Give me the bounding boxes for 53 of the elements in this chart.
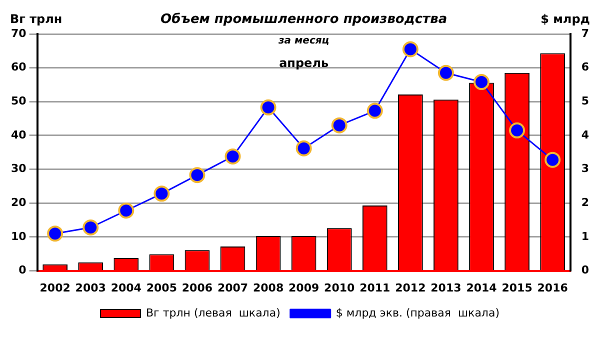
x-tick-label: 2015: [502, 281, 532, 294]
point: [366, 102, 383, 119]
legend-label: $ млрд экв. (правая шкала): [336, 306, 500, 320]
point: [544, 152, 561, 168]
x-tick-label: 2006: [182, 281, 213, 294]
chart-subtitle: за месяц: [277, 36, 330, 47]
y-tick-label: 30: [10, 162, 27, 176]
y-tick-label: 0: [18, 264, 27, 277]
x-tick-label: 2008: [252, 281, 284, 294]
chart-title: Объем промышленного производства: [160, 12, 448, 27]
y2-axis-title: $ млрд: [540, 12, 590, 26]
point: [402, 41, 418, 58]
y-tick-label: 40: [10, 128, 27, 142]
y2-tick-label: 1: [581, 230, 589, 243]
x-tick-label: 2002: [40, 281, 70, 294]
y-tick-label: 50: [10, 94, 27, 108]
y2-tick-label: 0: [581, 264, 590, 277]
point: [296, 140, 312, 156]
y2-tick-label: 3: [581, 162, 589, 176]
point: [260, 99, 276, 116]
x-tick-label: 2013: [430, 281, 462, 294]
point: [154, 186, 170, 202]
point: [118, 202, 134, 219]
y-tick-label: 60: [10, 60, 27, 74]
y2-tick-label: 4: [581, 128, 590, 142]
point: [224, 148, 241, 164]
point: [438, 64, 454, 81]
point: [331, 117, 348, 134]
y2-tick-label: 5: [581, 94, 589, 108]
point: [47, 226, 64, 242]
y2-tick-label: 7: [581, 26, 589, 40]
point: [509, 122, 526, 138]
y-axis-title: Вг трлн: [10, 12, 62, 26]
legend-label: Вг трлн (левая шкала): [146, 306, 280, 320]
x-tick-label: 2003: [75, 281, 106, 294]
x-tick-label: 2009: [288, 281, 320, 294]
x-tick-label: 2016: [537, 281, 568, 294]
point: [474, 74, 490, 90]
x-tick-label: 2007: [217, 281, 248, 294]
y-tick-label: 10: [10, 230, 27, 243]
point: [82, 220, 99, 236]
y2-tick-label: 2: [581, 196, 589, 209]
annotation: апрель: [279, 56, 329, 70]
x-tick-label: 2005: [146, 281, 177, 294]
x-tick-label: 2004: [110, 281, 142, 294]
x-tick-label: 2014: [466, 281, 498, 294]
y2-tick-label: 6: [581, 60, 590, 74]
x-tick-label: 2010: [324, 281, 356, 294]
point: [189, 167, 206, 184]
x-tick-label: 2012: [395, 281, 426, 294]
y-tick-label: 70: [10, 26, 27, 40]
x-tick-label: 2011: [360, 281, 390, 294]
y-tick-label: 20: [10, 196, 27, 209]
